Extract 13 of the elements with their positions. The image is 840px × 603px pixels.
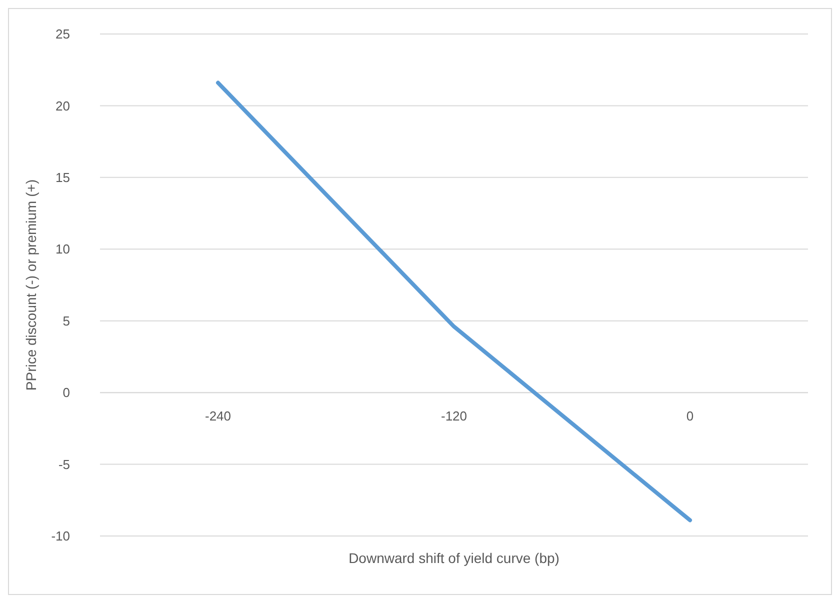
- x-tick-label: -120: [440, 408, 468, 424]
- y-tick-label: 15: [56, 170, 70, 185]
- y-tick-label: 0: [62, 385, 70, 400]
- x-tick-label: -240: [204, 408, 232, 424]
- y-tick-label: 20: [56, 98, 70, 114]
- y-tick-label: 25: [56, 26, 70, 42]
- y-tick-label: 5: [62, 313, 70, 328]
- y-axis-title: PPrice discount (-) or premium (+): [23, 179, 39, 391]
- y-tick-label: -5: [58, 456, 70, 472]
- x-tick-label: 0: [686, 408, 694, 424]
- y-tick-label: 10: [56, 242, 70, 257]
- y-tick-label: -10: [51, 528, 70, 544]
- x-axis-title: Downward shift of yield curve (bp): [348, 550, 560, 566]
